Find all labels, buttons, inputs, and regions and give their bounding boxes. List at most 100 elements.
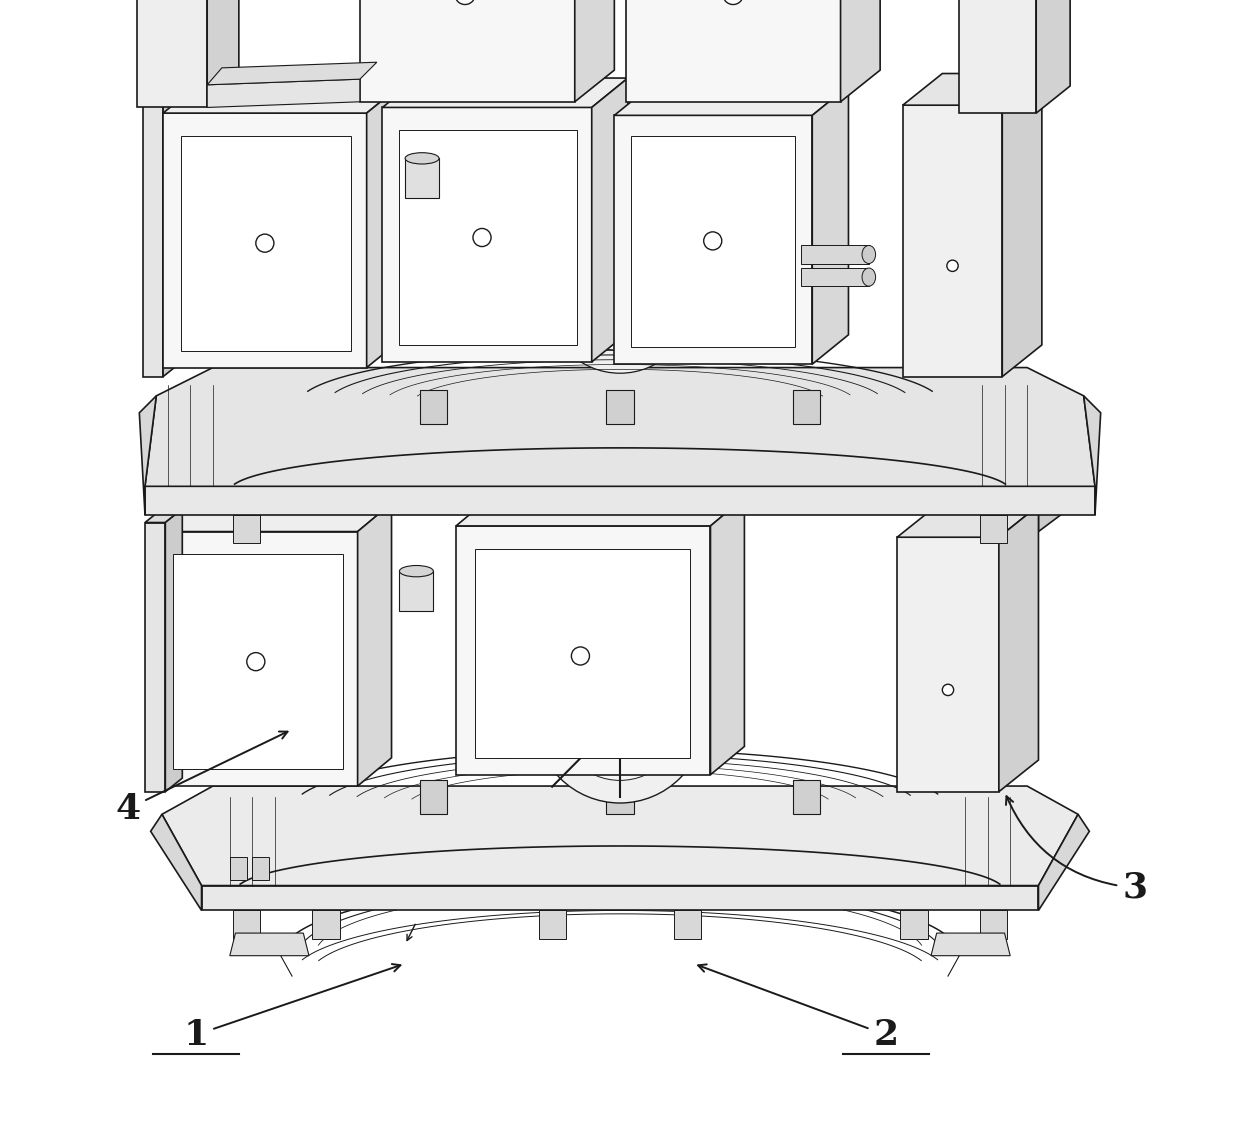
Polygon shape xyxy=(143,92,180,105)
Polygon shape xyxy=(399,571,434,611)
Polygon shape xyxy=(606,780,634,814)
Circle shape xyxy=(247,653,265,671)
Polygon shape xyxy=(420,780,446,814)
Polygon shape xyxy=(456,498,744,526)
Polygon shape xyxy=(931,933,1011,956)
Polygon shape xyxy=(631,136,795,347)
Polygon shape xyxy=(162,786,1078,886)
Circle shape xyxy=(723,0,743,5)
Polygon shape xyxy=(312,910,340,939)
Polygon shape xyxy=(1011,515,1038,532)
Polygon shape xyxy=(1011,498,1061,515)
Polygon shape xyxy=(980,910,1007,939)
Text: 2: 2 xyxy=(698,965,898,1052)
Text: 4: 4 xyxy=(115,732,288,826)
Circle shape xyxy=(569,249,671,351)
Polygon shape xyxy=(207,79,360,107)
Circle shape xyxy=(472,228,491,247)
Polygon shape xyxy=(711,498,744,775)
Polygon shape xyxy=(614,115,812,364)
Ellipse shape xyxy=(399,566,434,577)
Polygon shape xyxy=(382,78,627,107)
Circle shape xyxy=(255,234,274,252)
Polygon shape xyxy=(1084,396,1101,515)
Polygon shape xyxy=(202,886,1038,910)
Polygon shape xyxy=(1002,74,1042,377)
Polygon shape xyxy=(156,503,392,532)
Circle shape xyxy=(558,656,682,780)
Polygon shape xyxy=(980,515,1007,543)
Polygon shape xyxy=(229,857,247,880)
Text: 3: 3 xyxy=(1006,796,1147,905)
Polygon shape xyxy=(207,0,239,107)
Polygon shape xyxy=(382,107,591,362)
Polygon shape xyxy=(960,0,1037,113)
Circle shape xyxy=(947,260,959,271)
Polygon shape xyxy=(897,506,1038,537)
Polygon shape xyxy=(357,503,392,786)
Polygon shape xyxy=(233,515,260,543)
Polygon shape xyxy=(801,268,869,286)
Polygon shape xyxy=(181,136,351,351)
Circle shape xyxy=(942,684,954,696)
Text: 1: 1 xyxy=(184,964,401,1052)
Polygon shape xyxy=(675,910,702,939)
Polygon shape xyxy=(145,368,1095,486)
Polygon shape xyxy=(229,933,309,956)
Polygon shape xyxy=(360,0,575,102)
Polygon shape xyxy=(145,486,1095,515)
Polygon shape xyxy=(253,857,269,880)
Circle shape xyxy=(547,226,693,373)
Polygon shape xyxy=(143,105,164,377)
Polygon shape xyxy=(794,780,820,814)
Circle shape xyxy=(536,633,704,803)
Polygon shape xyxy=(154,515,182,532)
Polygon shape xyxy=(801,245,869,264)
Polygon shape xyxy=(575,0,614,102)
Polygon shape xyxy=(591,78,627,362)
Polygon shape xyxy=(1038,814,1090,910)
Polygon shape xyxy=(456,526,711,775)
Polygon shape xyxy=(475,549,691,758)
Polygon shape xyxy=(367,84,403,368)
Polygon shape xyxy=(900,910,928,939)
Polygon shape xyxy=(174,554,343,769)
Ellipse shape xyxy=(862,268,875,286)
Polygon shape xyxy=(812,86,848,364)
Polygon shape xyxy=(138,0,207,107)
Polygon shape xyxy=(164,92,180,377)
Polygon shape xyxy=(794,390,820,424)
Circle shape xyxy=(703,232,722,250)
Polygon shape xyxy=(903,105,1002,377)
Polygon shape xyxy=(614,86,848,115)
Polygon shape xyxy=(399,130,577,345)
Polygon shape xyxy=(139,396,156,515)
Polygon shape xyxy=(841,0,880,102)
Polygon shape xyxy=(903,74,1042,105)
Polygon shape xyxy=(233,910,260,939)
Polygon shape xyxy=(154,498,205,515)
Polygon shape xyxy=(182,498,205,532)
Polygon shape xyxy=(1038,498,1061,532)
Polygon shape xyxy=(165,509,182,792)
Polygon shape xyxy=(897,537,999,792)
Polygon shape xyxy=(145,523,165,792)
Circle shape xyxy=(455,0,475,5)
Polygon shape xyxy=(207,62,377,85)
Ellipse shape xyxy=(862,245,875,264)
Polygon shape xyxy=(150,520,156,786)
Polygon shape xyxy=(626,0,841,102)
Polygon shape xyxy=(164,84,403,113)
Ellipse shape xyxy=(405,153,439,164)
Polygon shape xyxy=(164,113,367,368)
Circle shape xyxy=(572,647,589,665)
Polygon shape xyxy=(145,509,182,523)
Polygon shape xyxy=(156,532,357,786)
Polygon shape xyxy=(420,390,446,424)
Polygon shape xyxy=(606,390,634,424)
Polygon shape xyxy=(150,814,202,910)
Polygon shape xyxy=(538,910,565,939)
Polygon shape xyxy=(1037,0,1070,113)
Polygon shape xyxy=(405,158,439,198)
Polygon shape xyxy=(999,506,1038,792)
